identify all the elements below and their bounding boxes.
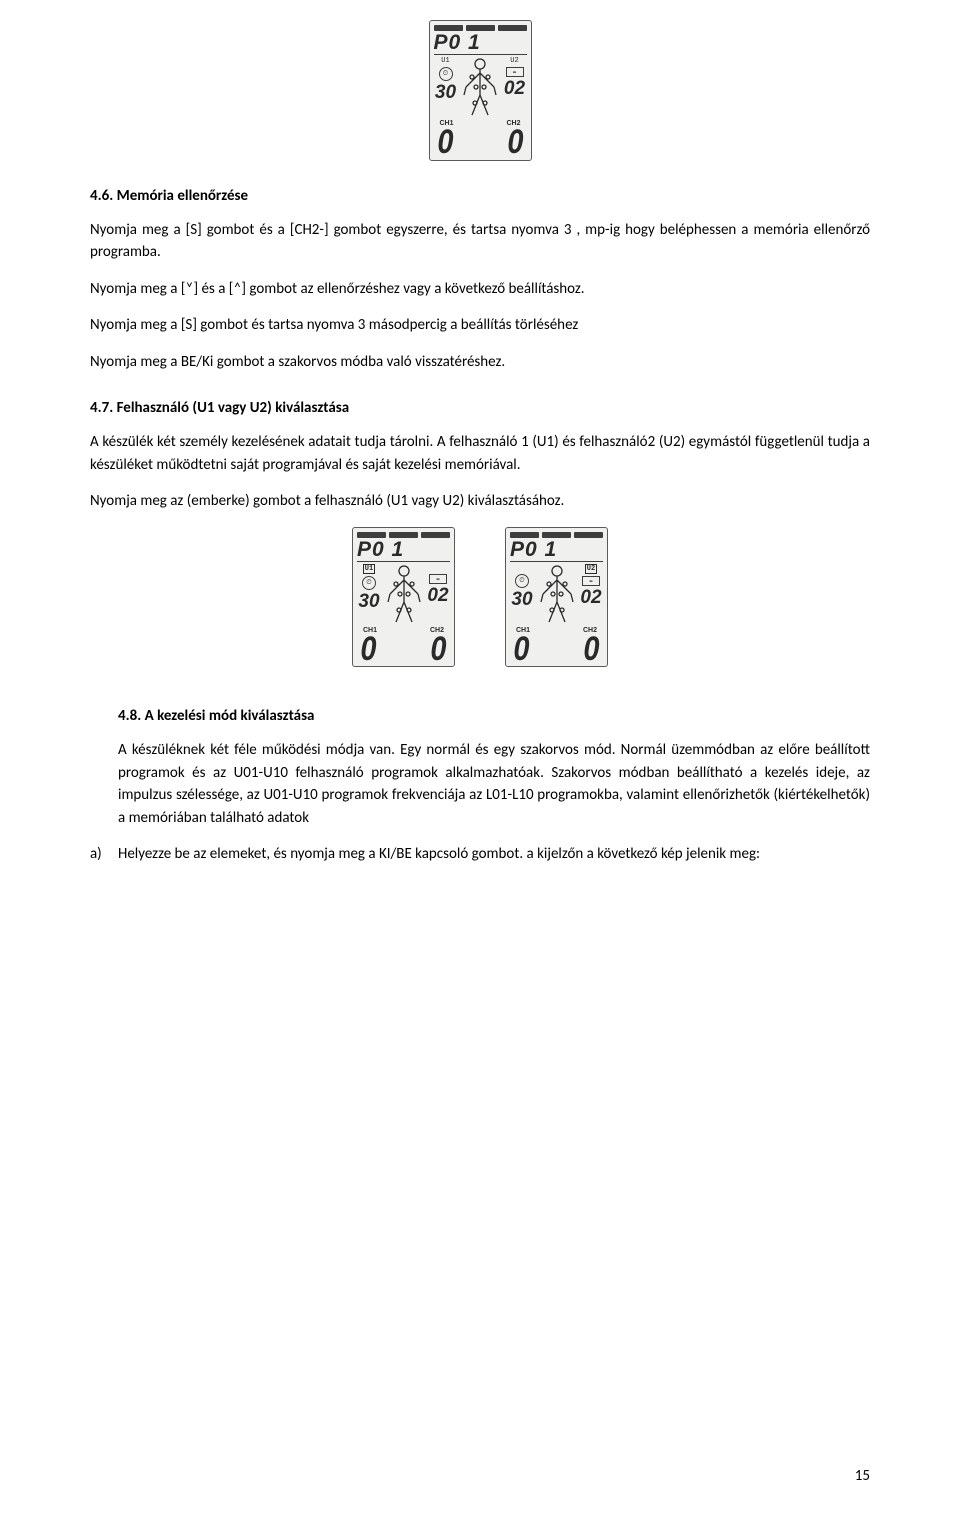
lcd-big-values: 0 0 [357,634,450,665]
battery-icon: ▬ [582,576,600,586]
heading-4-6: 4.6. Memória ellenőrzése [90,187,870,205]
paragraph-4-6-3: Nyomja meg a [S] gombot és tartsa nyomva… [90,314,870,337]
lcd-right-column: U2 ▬ 02 [579,564,603,626]
paragraph-4-6-4: Nyomja meg a BE/Ki gombot a szakorvos mó… [90,351,870,374]
lcd-left-column: U1 ⏲ 30 [510,564,534,626]
lcd-mid-row: U1 ⏲ 30 U2 [510,564,603,626]
figure-lcd-top: P0 1 U1 ⏲ 30 [90,20,870,161]
lcd-big-left: 0 [437,127,453,158]
lcd-left-mid-value: 30 [435,83,456,102]
lcd-big-right: 0 [583,634,599,665]
lcd-right-column: U2 ▬ 02 [503,57,527,119]
lcd-program-value: P0 1 [434,32,527,55]
lcd-top-indicator [510,532,603,538]
battery-icon: ▬ [429,574,447,584]
paragraph-4-6-2: Nyomja meg a [˅] és a [˄] gombot az elle… [90,278,870,301]
figure-lcd-pair: P0 1 U1 ⏲ 30 [90,527,870,668]
lcd-mid-row: U1 ⏲ 30 U2 [434,57,527,119]
paragraph-4-7-1: A készülék két személy kezelésének adata… [90,431,870,476]
lcd-big-values: 0 0 [434,127,527,158]
lcd-big-left: 0 [360,634,376,665]
lcd-left-mid-value: 30 [358,592,379,611]
list-item-a: a) Helyezze be az elemeket, és nyomja me… [90,843,870,866]
clock-icon: ⏲ [439,67,453,81]
lcd-mid-row: U1 ⏲ 30 U2 [357,564,450,626]
lcd-body-figure [458,57,503,119]
paragraph-4-8-1: A készüléknek két féle működési módja va… [118,739,870,829]
lcd-display-u2: P0 1 U1 ⏲ 30 [505,527,608,668]
lcd-right-mid-value: 02 [504,79,525,98]
lcd-u1-label: U1 [441,57,449,65]
list-text-a: Helyezze be az elemeket, és nyomja meg a… [118,843,870,866]
lcd-display: P0 1 U1 ⏲ 30 [429,20,532,161]
lcd-left-column: U1 ⏲ 30 [357,564,381,626]
human-body-icon [460,57,500,119]
heading-4-8: 4.8. A kezelési mód kiválasztása [118,707,870,725]
human-body-icon [384,564,424,626]
lcd-left-column: U1 ⏲ 30 [434,57,458,119]
page-number: 15 [855,1467,870,1485]
heading-4-7: 4.7. Felhasználó (U1 vagy U2) kiválasztá… [90,399,870,417]
lcd-right-column: U2 ▬ 02 [426,564,450,626]
lcd-display-u1: P0 1 U1 ⏲ 30 [352,527,455,668]
lcd-u1-label-selected: U1 [363,564,375,574]
list-marker-a: a) [90,843,118,866]
lcd-big-right: 0 [430,634,446,665]
document-page: P0 1 U1 ⏲ 30 [0,0,960,1513]
lcd-right-mid-value: 02 [580,588,601,607]
lcd-body-figure [534,564,579,626]
lcd-u2-label-selected: U2 [585,564,597,574]
paragraph-4-7-2: Nyomja meg az (emberke) gombot a felhasz… [90,490,870,513]
lcd-program-value: P0 1 [357,539,450,562]
lcd-top-indicator [357,532,450,538]
lcd-big-right: 0 [507,127,523,158]
clock-icon: ⏲ [362,576,376,590]
paragraph-4-6-1: Nyomja meg a [S] gombot és a [CH2-] gomb… [90,219,870,264]
lcd-program-value: P0 1 [510,539,603,562]
lcd-right-mid-value: 02 [427,586,448,605]
battery-icon: ▬ [506,67,524,77]
lcd-u2-label: U2 [510,57,518,65]
lcd-big-left: 0 [513,634,529,665]
lcd-body-figure [381,564,426,626]
human-body-icon [537,564,577,626]
lcd-left-mid-value: 30 [511,590,532,609]
clock-icon: ⏲ [515,574,529,588]
lcd-big-values: 0 0 [510,634,603,665]
